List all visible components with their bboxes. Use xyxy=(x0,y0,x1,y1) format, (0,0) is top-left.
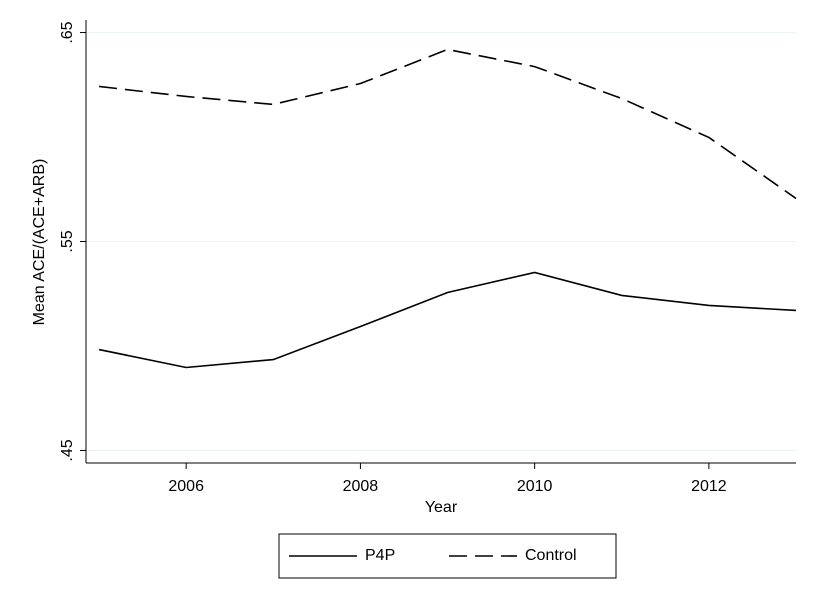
series-line xyxy=(98,271,797,369)
series-line xyxy=(98,48,797,200)
x-tick-label: 2008 xyxy=(343,478,379,495)
x-axis-label: Year xyxy=(425,499,458,516)
y-axis-label: Mean ACE/(ACE+ARB) xyxy=(31,159,48,326)
x-tick-label: 2012 xyxy=(691,478,727,495)
legend-label: Control xyxy=(525,547,577,564)
x-tick-label: 2006 xyxy=(168,478,204,495)
x-tick-label: 2010 xyxy=(517,478,553,495)
legend-label: P4P xyxy=(365,547,395,564)
y-tick-label: .65 xyxy=(59,21,76,43)
y-tick-label: .55 xyxy=(59,230,76,252)
y-tick-label: .45 xyxy=(59,439,76,461)
